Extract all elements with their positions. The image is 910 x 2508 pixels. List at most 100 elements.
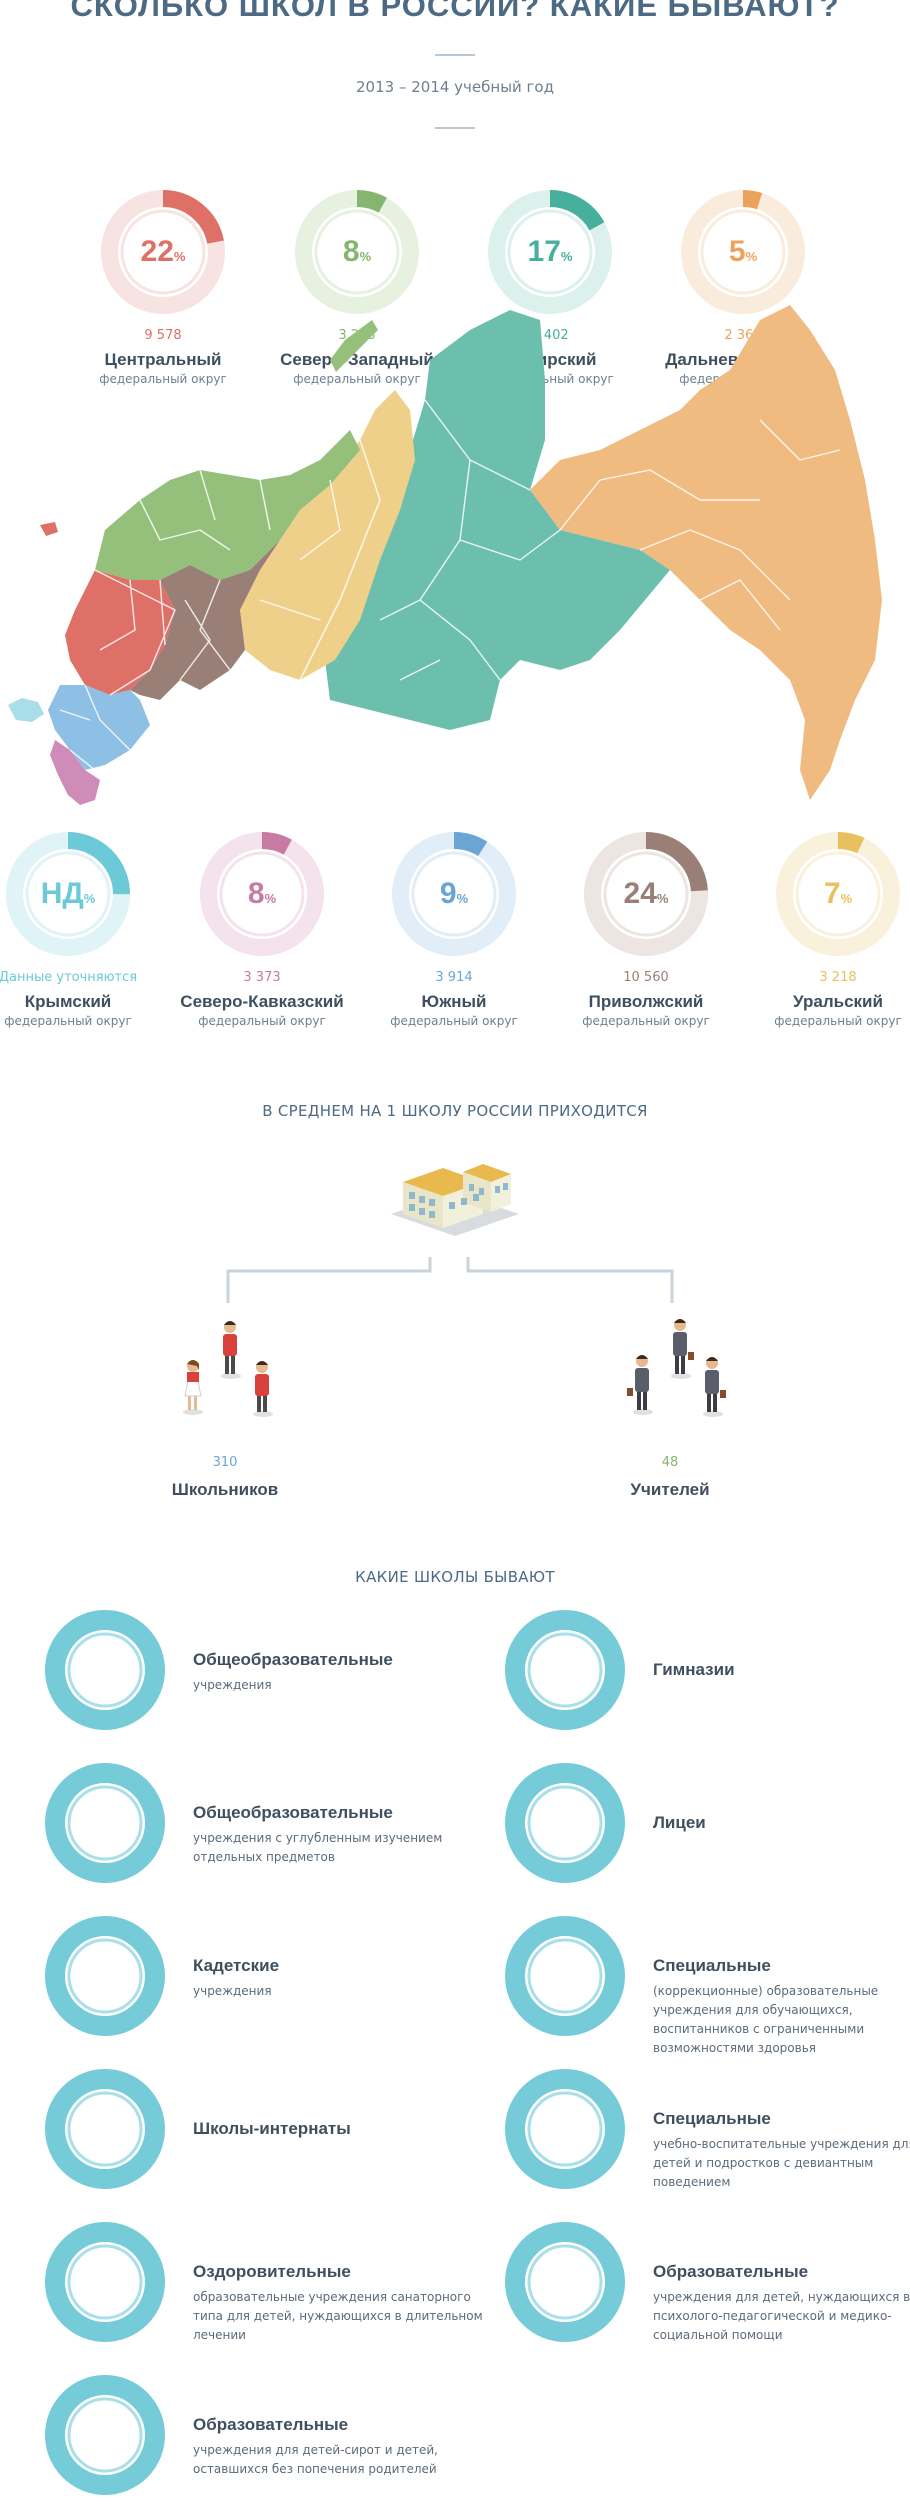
school-type-title: Кадетские [193, 1956, 280, 1975]
ring-inner-outline [700, 209, 786, 295]
school-types-title: КАКИЕ ШКОЛЫ БЫВАЮТ [355, 1568, 555, 1586]
district-name: Крымский [24, 992, 112, 1011]
district-percent: 8% [295, 190, 419, 314]
ring-inner [527, 2091, 603, 2167]
school-type-ring-icon [45, 2222, 165, 2342]
district-percent: НД% [6, 832, 130, 956]
ring-inner-outline [603, 851, 689, 937]
ring-inner [67, 2244, 143, 2320]
ring-inner [67, 2091, 143, 2167]
district-percent-value: 17 [527, 235, 561, 268]
school-type-description: (коррекционные) образовательные учрежден… [653, 1984, 879, 2055]
school-type-ring-icon [505, 2222, 625, 2342]
district-percent-ring: 8% [200, 832, 324, 956]
ring-share-arc [776, 832, 900, 956]
map-region-central [65, 570, 175, 695]
district-percent-value: 22 [140, 235, 174, 268]
district-percent-ring: НД% [6, 832, 130, 956]
district-type-label: федеральный округ [99, 372, 227, 386]
district-percent-value: НД [40, 877, 84, 910]
ring-share-arc [392, 832, 516, 956]
ring-share-arc [200, 832, 324, 956]
map-region-fareast [530, 305, 882, 800]
students-label: Школьников [171, 1480, 279, 1499]
ring-inner [67, 1938, 143, 2014]
district-percent-ring: 17% [488, 190, 612, 314]
ring-share-arc [488, 190, 612, 314]
school-type-description: образовательные учреждения санаторного т… [193, 2290, 483, 2342]
school-type-item: Гимназии [505, 1610, 910, 1740]
school-type-title: Специальные [653, 2109, 771, 2128]
school-type-ring-icon [505, 1916, 625, 2036]
school-type-item: Специальные учебно-воспитательные учрежде… [505, 2069, 910, 2199]
district-percent-ring: 9% [392, 832, 516, 956]
school-type-item: Кадетские учреждения [45, 1916, 485, 2046]
district-percent: 5% [681, 190, 805, 314]
ring-outer [45, 1610, 165, 1730]
average-connector-lines [226, 1257, 674, 1303]
ring-inner [67, 1632, 143, 1708]
school-type-item: Образовательные учреждения для детей-сиро… [45, 2375, 485, 2505]
percent-sign: % [456, 891, 469, 906]
district-percent: 9% [392, 832, 516, 956]
percent-sign: % [560, 249, 573, 264]
ring-inner-outline [411, 851, 497, 937]
district-percent-ring: 8% [295, 190, 419, 314]
district-type-label: федеральный округ [774, 1014, 902, 1028]
school-type-item: Общеобразовательные учреждения [45, 1610, 485, 1740]
map-region-south [48, 685, 150, 770]
school-type-title: Образовательные [193, 2415, 349, 2434]
map-borders [59, 399, 841, 771]
district-stat: 9% 3 914 Южный федеральный округ [354, 832, 554, 1028]
percent-sign: % [359, 249, 372, 264]
district-name: Северо-Западный [280, 350, 434, 369]
percent-sign: % [840, 891, 853, 906]
school-type-title: Гимназии [653, 1660, 735, 1679]
school-building-icon [391, 1164, 519, 1236]
title-divider-bottom [435, 127, 475, 129]
school-type-description: учреждения для детей, нуждающихся в псих… [653, 2290, 910, 2342]
district-stat: 24% 10 560 Приволжский федеральный округ [546, 832, 746, 1028]
percent-sign: % [264, 891, 277, 906]
school-type-item: Школы-интернаты [45, 2069, 485, 2199]
district-type-label: федеральный округ [582, 1014, 710, 1028]
district-percent: 24% [584, 832, 708, 956]
school-type-description: учреждения для детей-сирот и детей, оста… [193, 2443, 438, 2476]
students-icon [183, 1321, 273, 1417]
school-type-ring-icon [505, 1763, 625, 1883]
ring-inner [527, 1938, 603, 2014]
district-percent: 7% [776, 832, 900, 956]
district-type-label: федеральный округ [198, 1014, 326, 1028]
district-stat: 8% 3 373 Северо-Кавказский федеральный окру… [162, 832, 362, 1028]
school-type-description: учреждения [193, 1984, 272, 1998]
ring-share-arc [681, 190, 805, 314]
school-type-title: Оздоровительные [193, 2262, 351, 2281]
school-type-title: Общеобразовательные [193, 1803, 393, 1822]
ring-outer [45, 2069, 165, 2189]
school-type-title: Специальные [653, 1956, 771, 1975]
map-region-siberia [325, 310, 670, 730]
russia-federal-districts-map [8, 305, 882, 805]
percent-sign: % [83, 891, 96, 906]
district-type-label: федеральный округ [293, 372, 421, 386]
map-region-northwest [95, 430, 360, 580]
average-section-title: В СРЕДНЕМ НА 1 ШКОЛУ РОССИИ ПРИХОДИТСЯ [262, 1102, 648, 1120]
students-count: 310 [212, 1455, 238, 1470]
ring-inner [527, 1632, 603, 1708]
map-island-sakhalin [816, 600, 834, 720]
teachers-count: 48 [661, 1455, 679, 1470]
ring-outer [505, 2069, 625, 2189]
map-region-crimea [8, 698, 44, 722]
school-type-description: учебно-воспитательные учреждения для дет… [653, 2137, 910, 2189]
school-type-title: Лицеи [653, 1813, 706, 1832]
district-stat: НД% Данные уточняются Крымский федеральный … [0, 832, 168, 1028]
district-percent-ring: 7% [776, 832, 900, 956]
ring-inner-outline [120, 209, 206, 295]
ring-share-arc [295, 190, 419, 314]
ring-inner [527, 1785, 603, 1861]
school-type-item: Образовательные учреждения для детей, нуж… [505, 2222, 910, 2352]
school-type-item: Оздоровительные образовательные учреждени… [45, 2222, 485, 2352]
ring-inner [67, 2397, 143, 2473]
teachers-icon [627, 1319, 726, 1417]
school-type-ring-icon [45, 2375, 165, 2495]
